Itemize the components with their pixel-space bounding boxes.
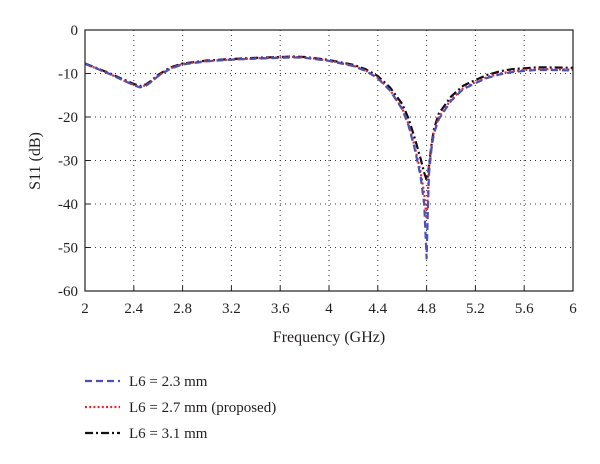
x-tick-label: 5.6 bbox=[515, 301, 534, 317]
x-axis-title: Frequency (GHz) bbox=[273, 329, 385, 346]
x-tick-label: 2 bbox=[81, 301, 89, 317]
y-tick-label: -60 bbox=[58, 284, 78, 300]
legend-label-l6-2-7-mm-proposed: L6 = 2.7 mm (proposed) bbox=[129, 400, 276, 416]
y-tick-label: -50 bbox=[58, 241, 78, 257]
y-tick-label: 0 bbox=[71, 23, 79, 39]
y-tick-label: -30 bbox=[58, 154, 78, 170]
y-tick-label: -40 bbox=[58, 197, 78, 213]
legend-label-l6-2-3-mm: L6 = 2.3 mm bbox=[129, 374, 208, 390]
x-tick-label: 3.6 bbox=[271, 301, 290, 317]
y-tick-label: -20 bbox=[58, 110, 78, 126]
x-tick-label: 2.4 bbox=[124, 301, 143, 317]
x-tick-label: 6 bbox=[569, 301, 577, 317]
x-tick-label: 4.4 bbox=[368, 301, 387, 317]
y-axis-title: S11 (dB) bbox=[27, 132, 44, 190]
series-line-l6-3-1-mm bbox=[84, 55, 574, 182]
y-tick-label: -10 bbox=[58, 67, 78, 83]
series-line-l6-2-7-mm-proposed bbox=[84, 55, 574, 221]
x-tick-label: 2.8 bbox=[173, 301, 192, 317]
legend: L6 = 2.3 mm L6 = 2.7 mm (proposed) L6 = 3.… bbox=[85, 374, 276, 442]
legend-label-l6-3-1-mm: L6 = 3.1 mm bbox=[129, 426, 208, 442]
x-tick-label: 4 bbox=[325, 301, 333, 317]
x-tick-label: 5.2 bbox=[466, 301, 485, 317]
x-tick-label: 4.8 bbox=[417, 301, 436, 317]
series-line-l6-2-3-mm bbox=[84, 56, 574, 260]
x-tick-label: 3.2 bbox=[222, 301, 241, 317]
